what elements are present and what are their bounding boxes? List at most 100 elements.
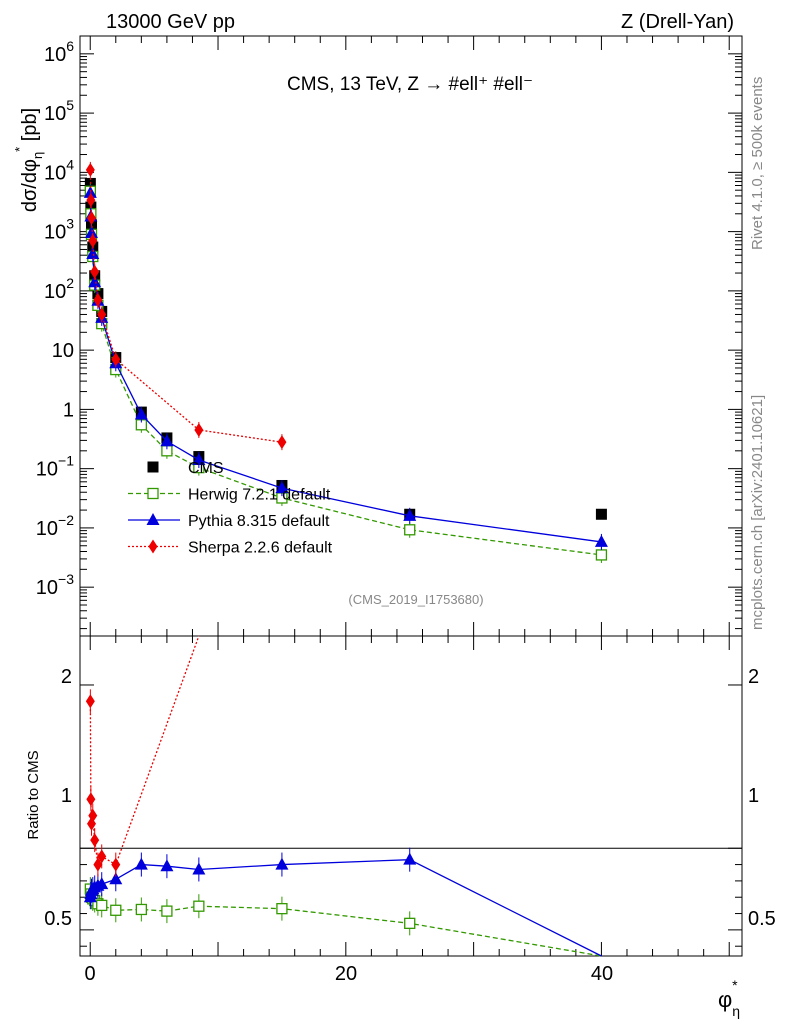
marker-open-square xyxy=(404,917,416,929)
main-plot-title: CMS, 13 TeV, Z → #ell⁺ #ell⁻ xyxy=(287,74,533,95)
main-ytick-label-base: 10 xyxy=(44,162,66,184)
main-ytick-label: 1 xyxy=(63,399,74,421)
main-ylabel: dσ/dφη* [pb] xyxy=(12,108,45,212)
marker-triangle xyxy=(95,877,109,890)
main-ytick-label-base: 10 xyxy=(36,577,58,599)
main-ytick-label-base: 10 xyxy=(44,103,66,125)
main-ytick-label: 10−2 xyxy=(36,512,74,540)
marker-triangle xyxy=(192,452,206,465)
marker-diamond xyxy=(88,808,98,823)
marker-open-square xyxy=(135,903,147,916)
main-ytick-label: 105 xyxy=(44,97,74,125)
marker-diamond xyxy=(93,857,103,872)
marker-triangle xyxy=(275,481,289,494)
main-ylabel-unit: [pb] xyxy=(19,108,41,147)
ratio-ytick-2: 2 xyxy=(61,666,72,688)
ratio-ytick-05: 0.5 xyxy=(44,908,72,930)
main-ytick-label-exp: −2 xyxy=(58,512,74,528)
marker-diamond xyxy=(87,210,97,225)
legend-label: Pythia 8.315 default xyxy=(188,513,330,530)
xtick-40: 40 xyxy=(591,963,613,985)
main-ytick-label-exp: −1 xyxy=(58,453,74,469)
series-line xyxy=(89,191,602,556)
main-ytick-label: 10−1 xyxy=(36,453,74,481)
marker-diamond xyxy=(111,352,121,367)
legend-label: CMS xyxy=(188,460,224,477)
xaxis-label-sup: * xyxy=(732,977,738,993)
series-sherpa-2-2-6-default xyxy=(85,161,287,877)
marker-open-square xyxy=(404,524,416,536)
main-ytick-label-exp: 5 xyxy=(66,97,74,113)
marker-triangle xyxy=(88,275,102,288)
legend-label: Sherpa 2.2.6 default xyxy=(188,540,333,557)
main-ytick-label-exp: 2 xyxy=(66,275,74,291)
series-herwig-7-2-1-default xyxy=(84,183,608,957)
marker-diamond xyxy=(93,293,103,308)
main-ytick-label-base: 10 xyxy=(52,340,74,362)
marker-triangle xyxy=(109,872,123,885)
marker-diamond xyxy=(90,833,100,848)
marker-open-square xyxy=(147,487,159,500)
main-ytick-label: 10 xyxy=(52,340,74,362)
marker-diamond xyxy=(148,539,158,554)
main-ytick-label-exp: 3 xyxy=(66,216,74,232)
xtick-20: 20 xyxy=(335,963,357,985)
series-line xyxy=(89,192,602,543)
xaxis-label-sub: η xyxy=(732,1003,740,1019)
marker-square xyxy=(147,461,159,473)
marker-triangle xyxy=(403,852,417,865)
main-ytick-label-base: 10 xyxy=(44,44,66,66)
main-ytick-label-exp: 4 xyxy=(66,156,74,172)
analysis-id: (CMS_2019_I1753680) xyxy=(348,592,483,607)
ratio-ytick-1: 1 xyxy=(61,785,72,807)
marker-open-square xyxy=(193,900,205,912)
series-line xyxy=(89,169,283,443)
axes-ticks xyxy=(80,35,742,956)
main-ytick-label-base: 1 xyxy=(63,399,74,421)
main-ytick-label-base: 10 xyxy=(44,281,66,303)
main-ytick-label-base: 10 xyxy=(36,459,58,481)
main-ytick-label: 10−3 xyxy=(36,571,74,599)
marker-open-square xyxy=(276,903,288,915)
marker-triangle xyxy=(83,185,97,198)
marker-diamond xyxy=(85,162,95,177)
main-ylabel-main: dσ/dφ xyxy=(19,159,41,212)
marker-diamond xyxy=(97,307,107,322)
plot-data xyxy=(83,161,608,957)
marker-diamond xyxy=(85,694,95,709)
series-cms xyxy=(84,177,607,520)
xtick-0: 0 xyxy=(84,963,95,985)
marker-open-square xyxy=(96,899,108,912)
main-plot-frame xyxy=(79,35,743,637)
header-left: 13000 GeV pp xyxy=(106,11,235,33)
marker-triangle xyxy=(86,246,100,259)
marker-triangle xyxy=(594,534,608,547)
main-ytick-label-base: 10 xyxy=(44,222,66,244)
marker-triangle xyxy=(134,407,148,420)
xaxis-label: φη * xyxy=(718,977,740,1019)
main-ytick-label-exp: 6 xyxy=(66,38,74,54)
marker-diamond xyxy=(277,435,287,450)
ratio-line xyxy=(89,635,200,867)
legend-label: Herwig 7.2.1 default xyxy=(188,487,331,504)
marker-diamond xyxy=(97,849,107,864)
legend: CMS Herwig 7.2.1 default Pythia 8.315 defa… xyxy=(128,460,333,557)
marker-triangle xyxy=(275,857,289,870)
marker-diamond xyxy=(88,233,98,248)
rivet-label: Rivet 4.1.0, ≥ 500k events xyxy=(749,77,766,250)
xaxis-label-main: φ xyxy=(718,987,732,1012)
main-ytick-label: 102 xyxy=(44,275,74,303)
main-ytick-label-base: 10 xyxy=(36,518,58,540)
marker-square xyxy=(595,508,607,520)
marker-open-square xyxy=(110,904,122,916)
marker-diamond xyxy=(194,422,204,437)
marker-open-square xyxy=(161,905,173,917)
main-ytick-label: 104 xyxy=(44,156,74,184)
mcplots-label: mcplots.cern.ch [arXiv:2401.10621] xyxy=(749,395,766,630)
marker-diamond xyxy=(86,193,96,208)
series-pythia-8-315-default xyxy=(83,184,608,957)
marker-diamond xyxy=(111,857,121,872)
main-ytick-label-exp: −3 xyxy=(58,571,74,587)
